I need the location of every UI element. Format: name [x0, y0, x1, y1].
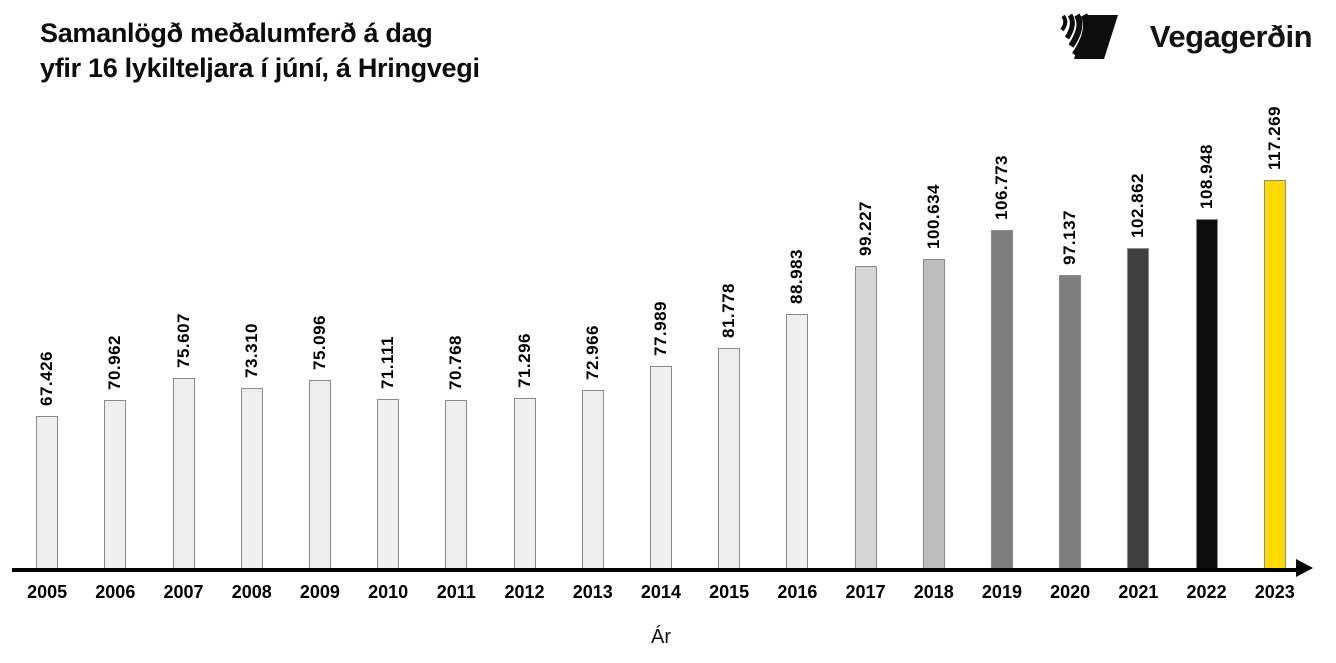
x-axis-tick-label: 2020 [1050, 582, 1091, 602]
bar-2013 [581, 390, 604, 570]
bar-2007 [172, 377, 195, 570]
chart-title: Samanlögð meðalumferð á dag yfir 16 lyki… [40, 16, 480, 86]
bar-value-label: 70.962 [105, 334, 125, 390]
bar-column: 97.137 [1036, 0, 1104, 570]
chart-title-line2: yfir 16 lykilteljara í júní, á Hringvegi [40, 53, 480, 84]
bar-value-label: 67.426 [37, 351, 57, 407]
vegagerdin-logo-text: Vegagerðin [1149, 19, 1313, 54]
x-axis-tick-label: 2022 [1186, 582, 1227, 602]
x-axis-tick-label: 2010 [368, 582, 409, 602]
bar-column: 106.773 [968, 0, 1036, 570]
x-axis-title: Ár [651, 626, 671, 648]
bar-column: 71.296 [490, 0, 558, 570]
x-axis-tick-label: 2006 [95, 582, 136, 602]
bar-column: 88.983 [763, 0, 831, 570]
x-axis-tick-label: 2009 [299, 582, 340, 602]
bar-column: 72.966 [559, 0, 627, 570]
bar-column: 81.778 [695, 0, 763, 570]
bar-2017 [854, 265, 877, 570]
bar-2019 [990, 229, 1013, 570]
bar-column: 108.948 [1172, 0, 1240, 570]
bar-column: 102.862 [1104, 0, 1172, 570]
x-axis-tick-label: 2017 [845, 582, 886, 602]
x-axis-tick-label: 2019 [981, 582, 1022, 602]
bar-value-label: 77.989 [650, 301, 670, 357]
vegagerdin-logo: Vegagerðin [1058, 12, 1313, 62]
bar-column: 99.227 [831, 0, 899, 570]
bar-value-label: 71.296 [514, 332, 534, 388]
bar-value-label: 100.634 [923, 183, 943, 249]
bar-2015 [718, 348, 741, 570]
x-axis-tick-label: 2013 [572, 582, 613, 602]
bar-value-label: 75.096 [309, 314, 329, 370]
bar-value-label: 73.310 [241, 323, 261, 379]
bar-column: 73.310 [218, 0, 286, 570]
bar-2011 [445, 400, 468, 570]
bar-value-label: 75.607 [173, 312, 193, 368]
x-axis-tick-label: 2007 [163, 582, 204, 602]
bar-value-label: 99.227 [855, 200, 875, 256]
bar-value-label: 88.983 [787, 249, 807, 305]
bar-column: 67.426 [13, 0, 81, 570]
bar-2010 [377, 398, 400, 570]
x-axis-line [12, 568, 1298, 572]
x-axis-tick-label: 2018 [913, 582, 954, 602]
bar-plot: 67.426 70.962 75.607 73.310 75.096 71.111 70.7… [13, 0, 1309, 570]
bar-2016 [786, 314, 809, 570]
bar-value-label: 97.137 [1060, 210, 1080, 266]
bar-2021 [1127, 248, 1150, 570]
x-axis-tick-label: 2016 [777, 582, 818, 602]
vegagerdin-logo-icon [1060, 13, 1118, 59]
x-axis-tick-label: 2015 [709, 582, 750, 602]
bar-column: 77.989 [627, 0, 695, 570]
x-axis-tick-labels: 2005 2006 2007 2008 2009 2010 2011 2012 2013 2014… [13, 582, 1309, 603]
bar-value-label: 117.269 [1264, 105, 1284, 170]
x-axis-tick-label: 2011 [436, 582, 476, 602]
bar-2020 [1059, 275, 1082, 570]
bar-column: 100.634 [900, 0, 968, 570]
bar-2023 [1263, 180, 1286, 570]
bar-value-label: 72.966 [582, 325, 602, 380]
x-axis-tick-label: 2008 [231, 582, 272, 602]
bar-2005 [36, 416, 59, 570]
bar-column: 75.096 [286, 0, 354, 570]
bar-2014 [649, 366, 672, 570]
bar-column: 70.962 [81, 0, 149, 570]
bar-value-label: 106.773 [991, 154, 1011, 220]
bar-2018 [922, 258, 945, 570]
bar-column: 70.768 [422, 0, 490, 570]
bar-2009 [308, 379, 331, 570]
bar-value-label: 102.862 [1128, 173, 1148, 239]
bar-value-label: 81.778 [719, 283, 739, 339]
bar-2022 [1195, 219, 1218, 570]
chart-title-line1: Samanlögð meðalumferð á dag [40, 18, 433, 48]
x-axis-tick-label: 2023 [1254, 582, 1295, 602]
x-axis-arrow-icon [1296, 559, 1313, 577]
bar-2008 [240, 388, 263, 570]
bar-2012 [513, 397, 536, 570]
x-axis-tick-label: 2012 [504, 582, 545, 602]
bar-value-label: 108.948 [1196, 144, 1216, 210]
bar-2006 [104, 399, 127, 570]
bar-value-label: 70.768 [446, 335, 466, 391]
bar-column: 75.607 [149, 0, 217, 570]
x-axis-tick-label: 2005 [27, 582, 68, 602]
bar-column: 71.111 [354, 0, 422, 570]
bar-column: 117.269 [1241, 0, 1309, 570]
x-axis-tick-label: 2014 [640, 582, 681, 602]
x-axis-tick-label: 2021 [1118, 582, 1159, 602]
bar-value-label: 71.111 [378, 335, 398, 389]
